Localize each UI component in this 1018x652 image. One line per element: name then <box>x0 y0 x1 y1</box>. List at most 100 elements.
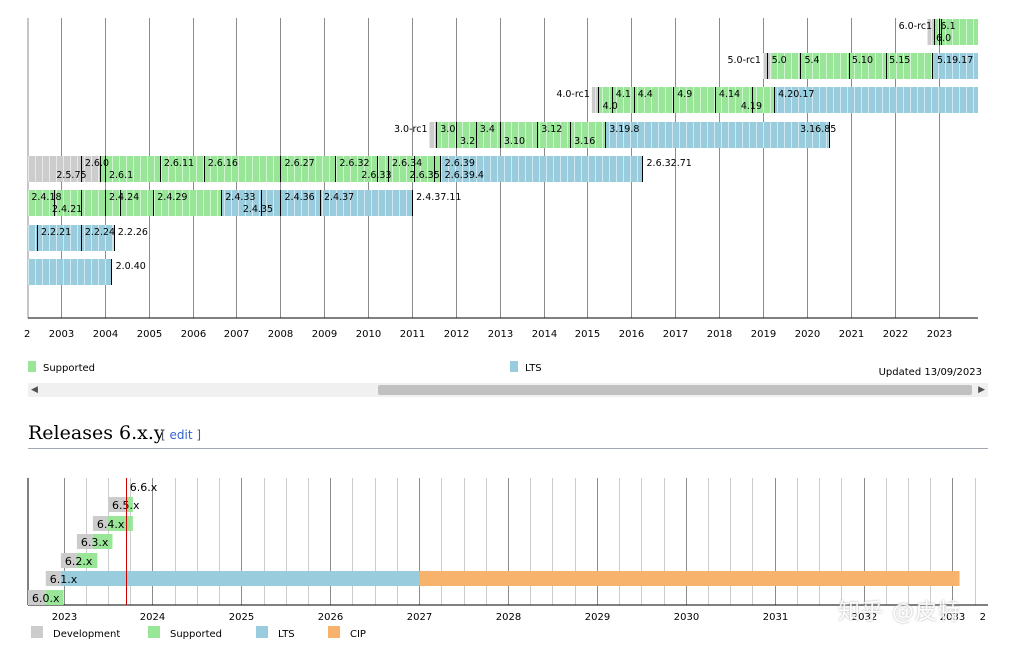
release-label: 3.0-rc1 <box>394 124 428 135</box>
release-label: 2.6.11 <box>164 158 194 169</box>
x-tick-label: 2029 <box>585 612 610 623</box>
x-tick-label: 2023 <box>52 612 77 623</box>
release-label: 2.2.21 <box>41 227 71 238</box>
legend-swatch-lts <box>510 361 518 372</box>
release-label: 2.6.35 <box>410 170 440 181</box>
section-heading: Releases 6.x.y [ edit ] <box>28 420 988 449</box>
x-tick-label-partial: 2 <box>24 329 30 340</box>
release-bar-development <box>28 156 101 182</box>
x-tick-label: 2003 <box>49 329 74 340</box>
x-tick-label: 2025 <box>229 612 254 623</box>
release-label: 6.0 <box>936 33 951 44</box>
x-tick-label: 2023 <box>927 329 952 340</box>
release-label: 2.6.32.71 <box>647 158 692 169</box>
release-label: 2.4.37 <box>324 192 354 203</box>
series-label: 6.4.x <box>97 518 125 531</box>
release-label: 2.4.24 <box>109 192 139 203</box>
legend-swatch-supported <box>148 626 160 638</box>
release-label: 2.5.75 <box>56 170 86 181</box>
release-bar-development <box>429 122 437 148</box>
x-tick-label: 2028 <box>496 612 521 623</box>
release-bar-supported <box>45 590 64 605</box>
series-label: 6.5.x <box>112 499 140 512</box>
x-tick-label: 2009 <box>312 329 337 340</box>
release-bar-supported <box>92 534 113 549</box>
release-label: 2.4.18 <box>31 192 61 203</box>
legend-label: Supported <box>170 629 222 640</box>
release-label: 4.0-rc1 <box>556 89 590 100</box>
scroll-right-arrow-icon[interactable]: ▶ <box>978 385 985 395</box>
x-tick-label: 2033 <box>940 612 965 623</box>
edit-section: [ edit ] <box>161 428 201 442</box>
release-label: 4.1 <box>616 89 631 100</box>
watermark: 知乎 @皮特 <box>838 600 961 625</box>
series-label: 6.3.x <box>81 536 109 549</box>
release-label: 5.15 <box>889 55 910 66</box>
x-tick-label: 2031 <box>763 612 788 623</box>
legend-label: Development <box>53 629 120 640</box>
release-bar-development <box>927 19 935 45</box>
release-label: 2.4.29 <box>157 192 187 203</box>
release-bar-supported <box>28 190 222 216</box>
release-label: 2.6.1 <box>109 170 133 181</box>
release-label: 5.0-rc1 <box>727 55 761 66</box>
x-tick-label: 2012 <box>444 329 469 340</box>
release-label: 4.14 <box>719 89 740 100</box>
release-label: 4.0 <box>603 101 618 112</box>
release-label: 2.4.37.11 <box>416 192 461 203</box>
release-label: 5.0 <box>772 55 787 66</box>
series-label: 6.2.x <box>65 555 93 568</box>
edit-link[interactable]: edit <box>169 428 193 442</box>
legend-swatch-lts <box>256 626 268 638</box>
release-label: 6.1 <box>941 21 956 32</box>
x-tick-label: 2018 <box>707 329 732 340</box>
release-bar-lts <box>934 53 978 79</box>
x-tick-label: 2032 <box>852 612 877 623</box>
section-title: Releases 6.x.y <box>28 422 165 444</box>
release-label: 2.4.36 <box>285 192 315 203</box>
horizontal-scrollbar[interactable]: ◀ ▶ <box>28 383 988 397</box>
x-tick-label: 2010 <box>356 329 381 340</box>
series-label: 6.1.x <box>50 573 78 586</box>
release-label: 5.10 <box>852 55 873 66</box>
release-label: 2.6.32 <box>339 158 369 169</box>
x-tick-label: 2014 <box>532 329 557 340</box>
release-label: 3.19.8 <box>609 124 639 135</box>
release-label: 3.0 <box>440 124 455 135</box>
release-bar-development <box>60 553 77 568</box>
x-tick-label: 2004 <box>93 329 118 340</box>
x-tick-label: 2017 <box>663 329 688 340</box>
release-label: 2.0.40 <box>116 261 146 272</box>
release-label: 2.6.0 <box>85 158 109 169</box>
x-tick-label: 2020 <box>795 329 820 340</box>
x-tick-label: 2006 <box>181 329 206 340</box>
release-label: 2.2.26 <box>118 227 148 238</box>
release-bar-development <box>76 534 93 549</box>
release-label: 4.19 <box>741 101 762 112</box>
x-tick-label: 2013 <box>488 329 513 340</box>
legend-swatch-supported <box>28 361 36 372</box>
legend-swatch-development <box>31 626 43 638</box>
release-label: 2.4.35 <box>243 204 273 215</box>
release-label: 2.4.21 <box>52 204 82 215</box>
release-label: 3.10 <box>504 136 525 147</box>
release-label: 3.16 <box>574 136 595 147</box>
series-label: 6.0.x <box>32 592 60 605</box>
release-bar-supported <box>125 497 133 512</box>
x-tick-label: 2011 <box>400 329 425 340</box>
release-bar-development <box>108 497 126 512</box>
legend-label: LTS <box>525 363 542 374</box>
series-label: 6.6.x <box>130 481 158 494</box>
release-label: 2.6.16 <box>208 158 238 169</box>
scrollbar-thumb[interactable] <box>378 385 972 395</box>
release-bar-development <box>45 571 61 586</box>
x-tick-label: 2030 <box>674 612 699 623</box>
x-tick-label: 2022 <box>883 329 908 340</box>
x-tick-label: 2021 <box>839 329 864 340</box>
x-tick-label: 2016 <box>619 329 644 340</box>
release-bar-lts <box>28 259 112 285</box>
scroll-left-arrow-icon[interactable]: ◀ <box>31 385 38 395</box>
release-label: 2.2.24 <box>85 227 115 238</box>
x-tick-label: 2024 <box>140 612 165 623</box>
x-tick-label-partial: 2 <box>980 612 986 623</box>
